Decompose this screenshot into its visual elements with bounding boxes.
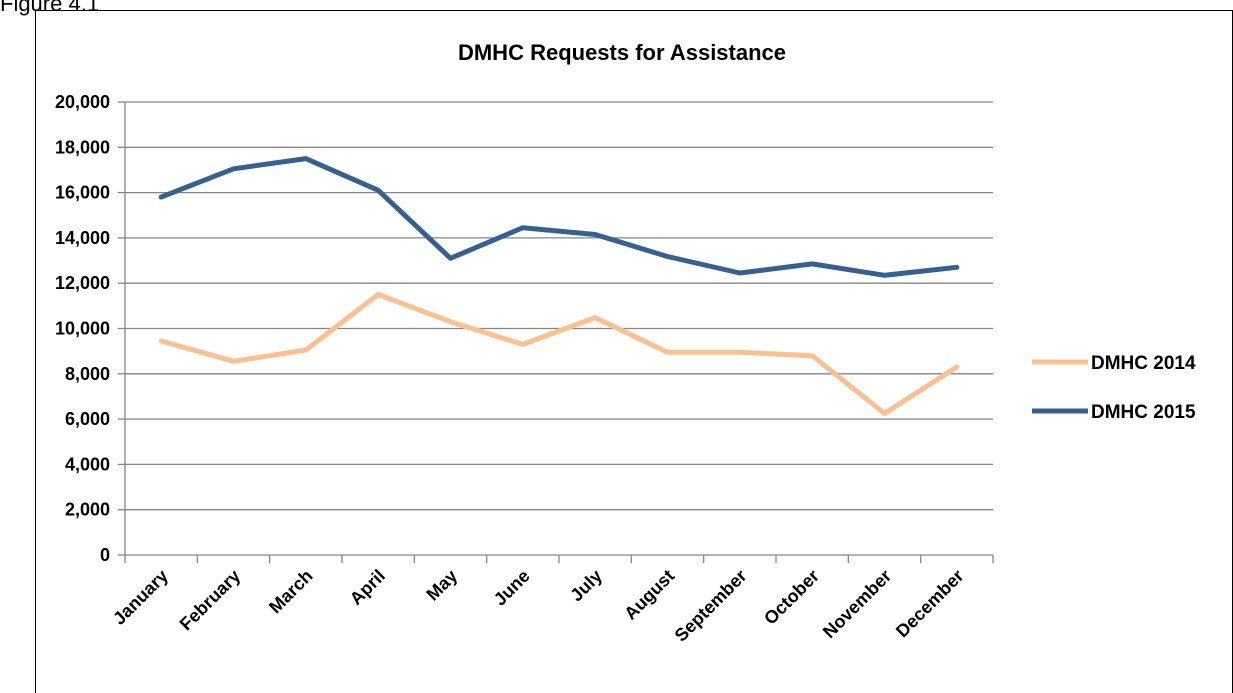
series-lines [158,156,960,416]
chart-title: DMHC Requests for Assistance [458,40,786,65]
data-point [882,273,887,278]
y-tick-label: 6,000 [65,409,110,429]
y-tick-label: 2,000 [65,500,110,520]
data-point [665,350,670,355]
data-point [448,319,453,324]
data-point [303,156,309,161]
y-tick-label: 0 [100,545,110,565]
data-point [231,166,236,172]
x-tick-label: September [671,566,751,646]
x-tick-label: December [892,566,968,642]
data-point [954,364,960,370]
data-point [592,315,598,320]
figure-label: Figure 4.1 [0,0,100,16]
y-tick-label: 4,000 [65,454,110,474]
data-point [592,232,598,237]
x-tick-label: February [176,566,245,635]
data-point [158,338,164,344]
data-point [737,350,743,355]
series-line-1 [158,292,960,416]
data-point [809,353,815,358]
x-tick-label: November [819,566,895,642]
y-tick-label: 14,000 [55,228,110,248]
y-tick-label: 10,000 [55,319,110,339]
x-tick-label: April [346,566,389,609]
axes [124,102,994,563]
data-point [158,194,164,200]
y-tick-label: 16,000 [55,183,110,203]
y-tick-label: 8,000 [65,364,110,384]
x-tick-label: March [265,566,317,618]
data-point [520,225,526,230]
data-point [882,411,887,416]
data-point [809,261,815,267]
data-point [303,347,309,353]
legend-label: DMHC 2015 [1091,402,1196,423]
gridlines [118,101,993,556]
data-point [520,342,526,347]
data-point [448,256,453,261]
series-line-2 [158,156,960,278]
y-axis-tick-labels: 0 2,000 4,000 6,000 8,000 10,000 12,000 14,000 1… [55,92,110,565]
x-tick-label: August [620,566,678,624]
x-tick-label: July [566,566,606,606]
legend-label: DMHC 2014 [1091,353,1196,374]
data-point [954,265,960,270]
data-point [375,292,381,297]
x-tick-label: October [760,566,823,629]
y-tick-label: 20,000 [55,92,110,112]
x-tick-label: May [422,566,461,605]
data-point [375,188,381,193]
x-axis-tick-labels: January February March April May June July Augu… [109,566,968,646]
y-tick-label: 18,000 [55,137,110,157]
data-point [665,254,670,259]
data-point [737,270,743,276]
data-point [231,359,236,364]
x-tick-label: June [490,566,534,610]
legend: DMHC 2014 DMHC 2015 [1032,353,1196,423]
x-tick-label: January [109,566,172,629]
y-tick-label: 12,000 [55,273,110,293]
